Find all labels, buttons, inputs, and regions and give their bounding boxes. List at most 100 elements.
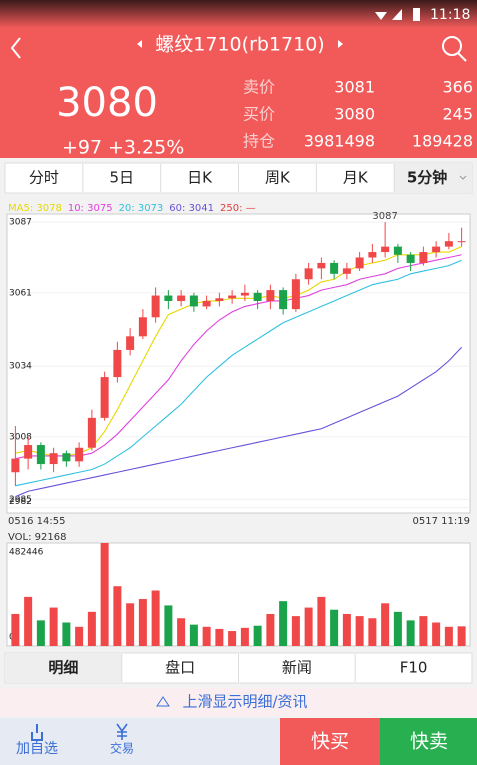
candle-body — [100, 377, 109, 418]
y-tick-label: 2982 — [9, 497, 32, 507]
candle-body — [126, 336, 135, 350]
high-label: 3087 — [372, 211, 397, 222]
volume-bar — [215, 628, 224, 646]
quote-price: 3080 — [334, 105, 375, 124]
volume-bar — [317, 596, 326, 646]
volume-bar — [138, 599, 147, 646]
candle-body — [138, 317, 147, 337]
volume-bar — [253, 625, 262, 646]
volume-bar — [444, 626, 453, 646]
status-bar — [0, 0, 477, 28]
candle-body — [317, 262, 326, 269]
volume-bar — [49, 607, 58, 646]
candle-body — [177, 295, 186, 301]
volume-chart: 4824460 — [9, 543, 466, 646]
volume-bar — [36, 620, 45, 646]
period-tab[interactable]: 日K — [187, 169, 213, 187]
x-start-label: 0516 14:55 — [8, 516, 65, 527]
volume-bar — [189, 624, 198, 646]
legend-entry: 60: 3041 — [169, 203, 214, 214]
candle-body — [381, 246, 390, 253]
period-tab[interactable]: 月K — [343, 169, 369, 187]
volume-bar — [266, 613, 275, 646]
candle-body — [189, 295, 198, 307]
volume-bar — [279, 601, 288, 646]
y-tick-label: 3087 — [9, 218, 32, 228]
tab-row: 分时 5日 日K 周K 月K 5分钟 — [29, 164, 471, 192]
info-tab[interactable]: 盘口 — [165, 659, 195, 677]
candle-body — [419, 252, 428, 263]
info-tab[interactable]: 明细 — [48, 659, 78, 677]
candle-body — [368, 252, 377, 258]
candle-body — [406, 254, 415, 263]
volume-bar — [368, 618, 377, 646]
candle-body — [393, 246, 402, 255]
last-price: 3080 — [56, 80, 158, 126]
watch-button[interactable]: 加自选 — [16, 741, 58, 757]
candle-body — [36, 445, 45, 465]
candle-body — [253, 292, 262, 301]
back-button[interactable] — [10, 37, 21, 59]
volume-bar — [177, 618, 186, 646]
volume-bar — [75, 626, 84, 646]
ma-line — [15, 246, 462, 457]
volume-area — [6, 542, 471, 647]
trade-icon — [116, 723, 128, 740]
legend-entry: MA5: 3078 — [8, 203, 62, 214]
info-tab[interactable]: 新闻 — [282, 659, 312, 677]
volume-bar — [355, 616, 364, 646]
volume-bar — [457, 626, 466, 646]
volume-bar — [151, 590, 160, 646]
candle-body — [266, 290, 275, 301]
period-tab[interactable]: 分时 — [29, 169, 59, 187]
volume-bar — [11, 613, 20, 646]
quick-buy-label: 快买 — [311, 731, 349, 753]
hint-icon — [156, 696, 170, 707]
period-tab[interactable]: 5分钟 — [407, 169, 447, 187]
y-tick-label: 3061 — [9, 288, 32, 298]
quick-sell[interactable] — [380, 718, 477, 765]
legend-entry: 20: 3073 — [119, 203, 164, 214]
candle-body — [75, 447, 84, 462]
ma-line — [15, 254, 462, 460]
candle-body — [444, 241, 453, 247]
candle-body — [11, 458, 20, 473]
period-tab[interactable]: 5日 — [109, 169, 134, 187]
volume-bar — [126, 603, 135, 646]
volume-bar — [87, 611, 96, 646]
x-end-label: 0517 11:19 — [413, 516, 470, 527]
quick-sell-label: 快卖 — [410, 731, 448, 753]
signal-icon — [392, 9, 402, 20]
watch-icon — [31, 724, 43, 741]
active-tab-bg — [394, 164, 471, 192]
quote-label: 持仓 — [243, 132, 275, 151]
ma-legend: MA5: 3078 10: 3075 20: 3073 60: 3041 250: — — [8, 203, 256, 214]
candle-body — [87, 417, 96, 448]
quick-buy[interactable] — [280, 718, 380, 765]
search-button[interactable] — [442, 36, 462, 56]
volume-bar — [291, 616, 300, 646]
battery-icon — [413, 8, 420, 21]
quote-qty: 366 — [442, 78, 473, 97]
candle-body — [202, 300, 211, 307]
toolbar-left — [0, 718, 280, 765]
candle-body — [24, 445, 33, 459]
candle-body — [304, 268, 313, 280]
volume-bar — [228, 631, 237, 646]
candle-body — [215, 298, 224, 301]
candle-body — [151, 295, 160, 318]
volume-bar — [381, 603, 390, 646]
candle-body — [62, 453, 71, 462]
period-tab[interactable]: 周K — [265, 169, 291, 187]
volume-bar — [304, 607, 313, 646]
hint-text[interactable]: 上滑显示明细/资讯 — [182, 693, 307, 711]
candle-body — [240, 292, 249, 296]
status-time: 11:18 — [430, 7, 470, 23]
trade-button[interactable]: 交易 — [110, 741, 134, 756]
quote-table: 卖价 3081 366 买价 3080 245 持仓 3981498 189428 — [243, 78, 473, 151]
candle-body — [291, 279, 300, 310]
volume-bar — [393, 611, 402, 646]
info-tab[interactable]: F10 — [400, 659, 428, 677]
active-tab-bg — [5, 653, 122, 683]
